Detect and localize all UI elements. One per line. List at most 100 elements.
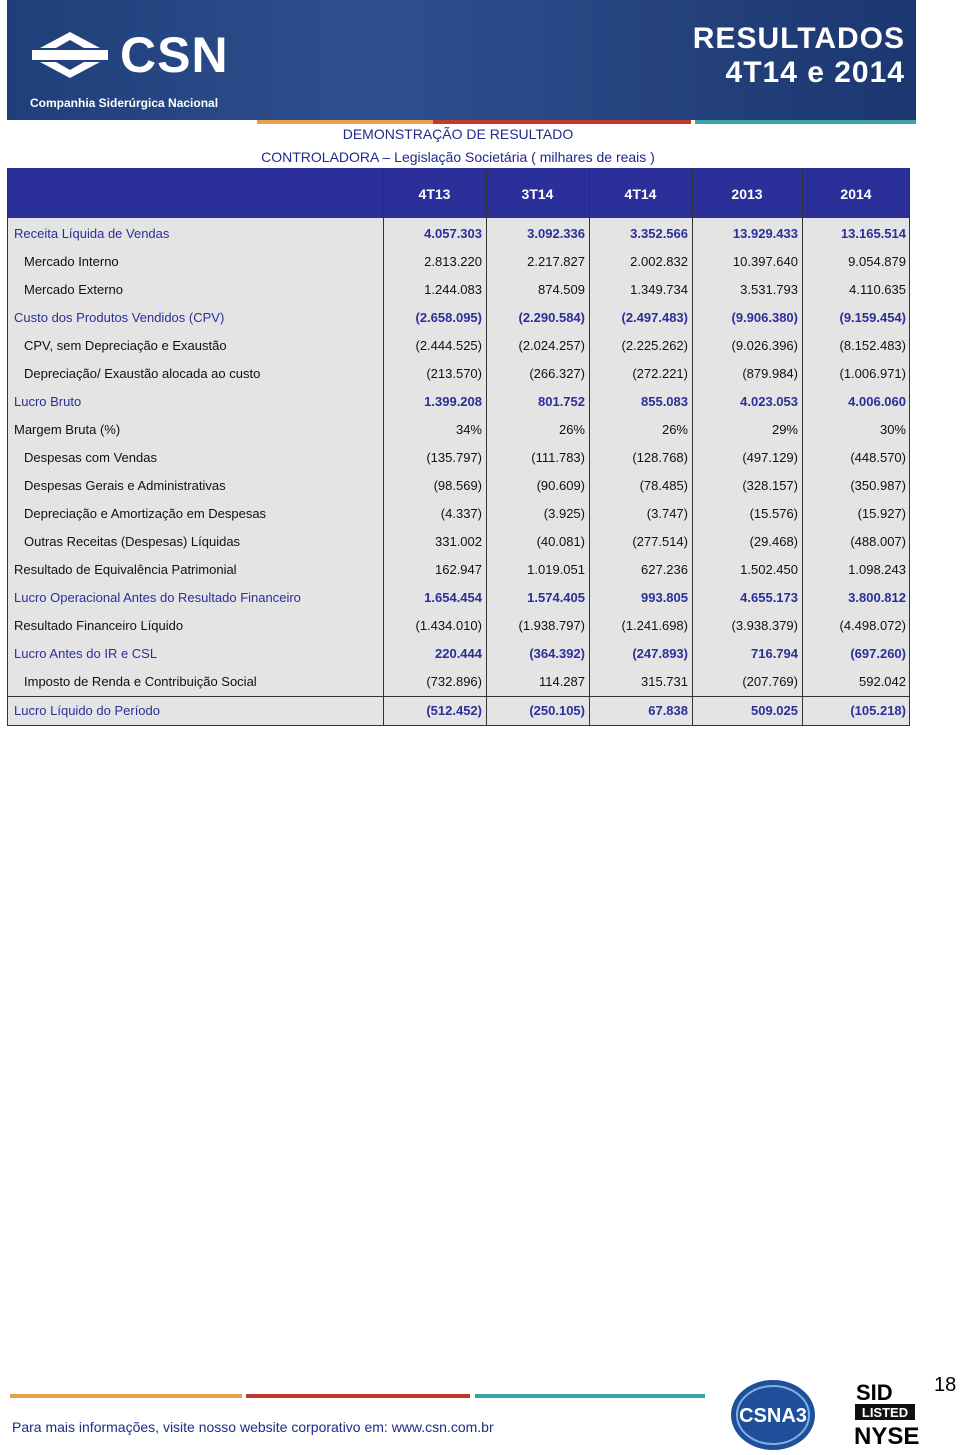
- cell-value: 162.947: [435, 562, 482, 577]
- cell-value: 801.752: [538, 394, 585, 409]
- cell-value: (4.337): [440, 506, 482, 521]
- cell-value: 26%: [661, 422, 688, 437]
- header-title: 4T14 e 2014: [725, 56, 905, 89]
- table-title: DEMONSTRAÇÃO DE RESULTADO: [342, 126, 574, 142]
- cell-value: (364.392): [529, 646, 585, 661]
- cell-value: (2.444.525): [415, 338, 483, 353]
- cell-value: (2.658.095): [415, 310, 483, 325]
- cell-value: (9.026.396): [731, 338, 799, 353]
- logo-text: CSN: [120, 27, 229, 83]
- badge-text: CSNA3: [739, 1405, 807, 1427]
- company-name: Companhia Siderúrgica Nacional: [30, 96, 219, 110]
- column-rule: [486, 168, 487, 726]
- cell-value: (98.569): [433, 478, 482, 493]
- cell-value: 331.002: [435, 534, 482, 549]
- cell-value: 3.800.812: [848, 590, 906, 605]
- cell-value: (2.225.262): [621, 338, 689, 353]
- column-rule: [909, 168, 910, 726]
- cell-value: (1.938.797): [518, 618, 586, 633]
- cell-value: (497.129): [742, 450, 798, 465]
- cell-value: 4.655.173: [740, 590, 798, 605]
- cell-value: 114.287: [538, 674, 585, 689]
- row-label: CPV, sem Depreciação e Exaustão: [24, 338, 227, 353]
- page-number: 18: [934, 1374, 957, 1396]
- cell-value: (15.576): [749, 506, 798, 521]
- row-label: Custo dos Produtos Vendidos (CPV): [14, 310, 225, 325]
- column-rule: [692, 168, 693, 726]
- cell-value: 30%: [879, 422, 906, 437]
- row-rule: [7, 696, 910, 697]
- cell-value: (135.797): [426, 450, 482, 465]
- cell-value: (111.783): [531, 450, 585, 465]
- cell-value: 34%: [455, 422, 482, 437]
- cell-value: 1.349.734: [630, 282, 688, 297]
- accent-bar: [257, 120, 433, 124]
- cell-value: (350.987): [850, 478, 906, 493]
- cell-value: (1.434.010): [415, 618, 483, 633]
- cell-value: (488.007): [850, 534, 906, 549]
- cell-value: 509.025: [751, 703, 798, 718]
- row-label: Lucro Antes do IR e CSL: [14, 646, 158, 661]
- column-rule: [802, 168, 803, 726]
- cell-value: 4.110.635: [849, 282, 906, 297]
- column-header: 4T14: [624, 186, 657, 202]
- cell-value: (29.468): [749, 534, 798, 549]
- income-table: 4T13 3T14 4T14 2013 2014 Receita Líquida de V…: [7, 168, 910, 726]
- column-header: 4T13: [418, 186, 451, 202]
- cell-value: 627.236: [641, 562, 688, 577]
- cell-value: 4.057.303: [424, 226, 482, 241]
- cell-value: 3.352.566: [630, 226, 688, 241]
- column-rule: [383, 168, 384, 726]
- cell-value: (213.570): [426, 366, 482, 381]
- cell-value: 3.092.336: [527, 226, 585, 241]
- cell-value: 29%: [771, 422, 798, 437]
- cell-value: 855.083: [641, 394, 688, 409]
- cell-value: 13.929.433: [732, 226, 798, 241]
- row-label: Resultado de Equivalência Patrimonial: [14, 562, 237, 577]
- accent-bar: [433, 120, 691, 124]
- cell-value: (3.938.379): [731, 618, 799, 633]
- column-header: 3T14: [521, 186, 554, 202]
- header-title: RESULTADOS: [692, 22, 905, 55]
- cell-value: 26%: [558, 422, 585, 437]
- cell-value: (697.260): [850, 646, 906, 661]
- cell-value: (9.906.380): [731, 310, 799, 325]
- row-label: Margem Bruta (%): [14, 422, 121, 437]
- row-label: Despesas com Vendas: [24, 450, 157, 465]
- cell-value: 592.042: [859, 674, 906, 689]
- column-rule: [589, 168, 590, 726]
- accent-bar: [246, 1394, 470, 1398]
- footer-text: Para mais informações, visite nosso webs…: [12, 1419, 494, 1435]
- cell-value: 2.217.827: [527, 254, 585, 269]
- row-label: Mercado Externo: [24, 282, 123, 297]
- row-label: Resultado Financeiro Líquido: [14, 618, 184, 633]
- cell-value: 2.002.832: [630, 254, 688, 269]
- cell-value: (78.485): [639, 478, 688, 493]
- cell-value: 1.244.083: [424, 282, 482, 297]
- cell-value: (247.893): [632, 646, 688, 661]
- row-label: Imposto de Renda e Contribuição Social: [24, 674, 257, 689]
- cell-value: (15.927): [857, 506, 906, 521]
- cell-value: 1.574.405: [527, 590, 585, 605]
- row-label: Lucro Líquido do Período: [14, 703, 160, 718]
- cell-value: (40.081): [536, 534, 585, 549]
- cell-value: 67.838: [648, 703, 688, 718]
- column-rule: [7, 168, 8, 726]
- header-row: [7, 168, 910, 218]
- cell-value: 13.165.514: [840, 226, 906, 241]
- cell-value: 1.654.454: [424, 590, 482, 605]
- cell-value: (250.105): [529, 703, 585, 718]
- cell-value: (879.984): [742, 366, 798, 381]
- cell-value: (90.609): [536, 478, 585, 493]
- cell-value: 1.399.208: [424, 394, 482, 409]
- cell-value: (2.497.483): [621, 310, 689, 325]
- cell-value: 993.805: [641, 590, 688, 605]
- badge-text: SID: [856, 1380, 893, 1405]
- cell-value: 3.531.793: [740, 282, 798, 297]
- cell-value: (1.006.971): [839, 366, 907, 381]
- column-header: 2014: [840, 186, 872, 202]
- cell-value: (105.218): [850, 703, 906, 718]
- cell-value: 1.098.243: [848, 562, 906, 577]
- cell-value: (3.747): [646, 506, 688, 521]
